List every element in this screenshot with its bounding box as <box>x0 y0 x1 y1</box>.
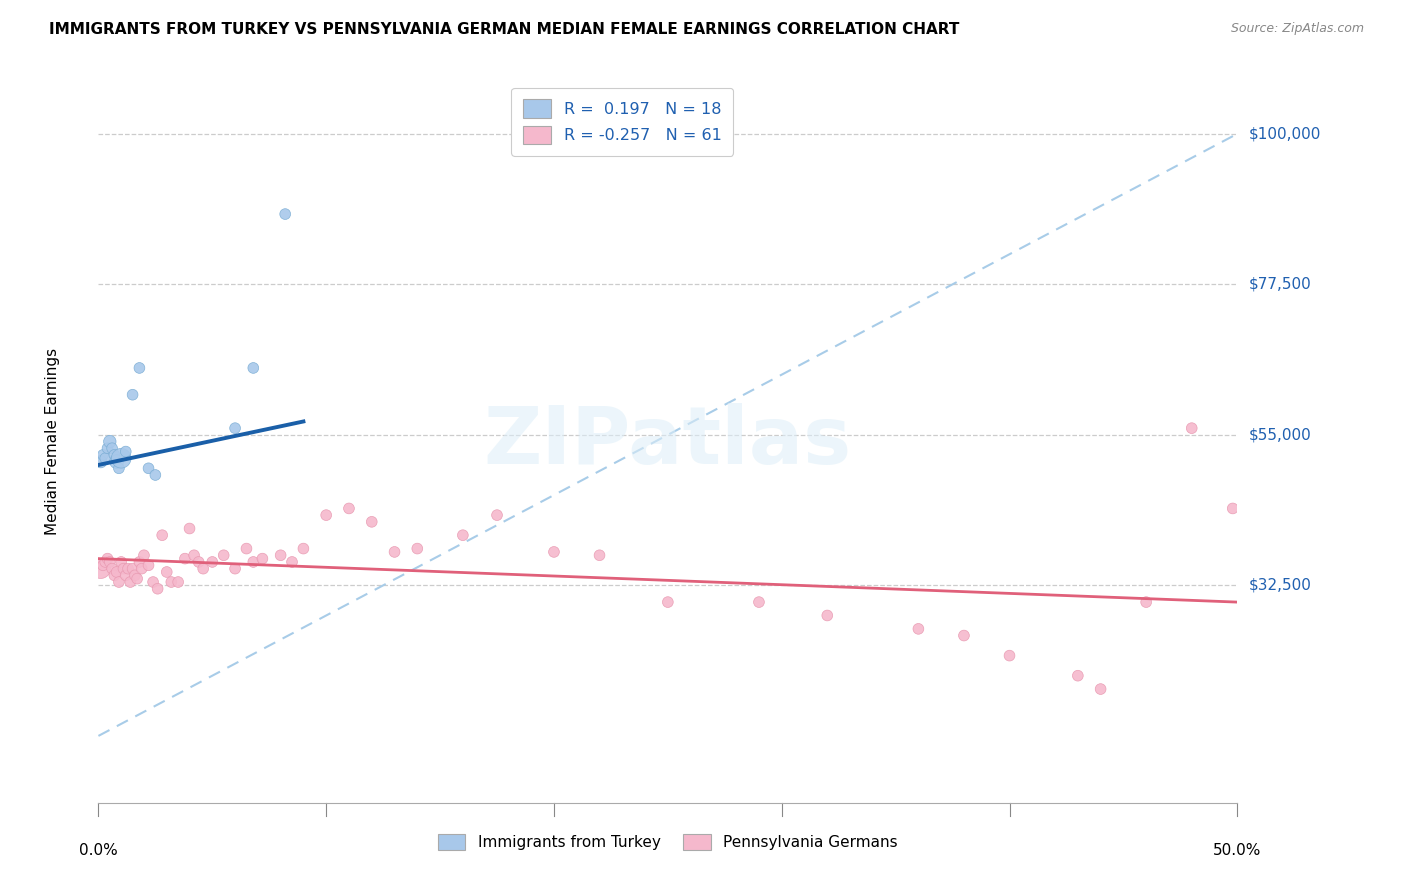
Point <box>105 565 128 579</box>
Point <box>588 548 610 563</box>
Point <box>96 551 118 566</box>
Point <box>179 521 201 535</box>
Point <box>486 508 509 523</box>
Point <box>183 548 205 563</box>
Point <box>128 555 150 569</box>
Point <box>98 555 121 569</box>
Point <box>1135 595 1157 609</box>
Point <box>167 575 190 590</box>
Point <box>105 454 128 469</box>
Point <box>138 558 160 573</box>
Point <box>174 551 197 566</box>
Point <box>156 565 179 579</box>
Point <box>127 572 149 586</box>
Point <box>142 575 165 590</box>
Point <box>657 595 679 609</box>
Point <box>1222 501 1244 516</box>
Point <box>1181 421 1204 435</box>
Point <box>90 454 112 469</box>
Point <box>94 555 117 569</box>
Point <box>101 562 124 576</box>
Point <box>907 622 929 636</box>
Point <box>96 441 118 455</box>
Point <box>998 648 1021 663</box>
Point <box>103 568 125 582</box>
Point <box>292 541 315 556</box>
Point <box>543 545 565 559</box>
Point <box>242 555 264 569</box>
Text: $77,500: $77,500 <box>1249 277 1312 292</box>
Point <box>1090 681 1112 696</box>
Point <box>117 562 139 576</box>
Point <box>212 548 235 563</box>
Point <box>90 562 112 576</box>
Point <box>406 541 429 556</box>
Point <box>121 387 143 401</box>
Point <box>108 461 131 475</box>
Text: IMMIGRANTS FROM TURKEY VS PENNSYLVANIA GERMAN MEDIAN FEMALE EARNINGS CORRELATION: IMMIGRANTS FROM TURKEY VS PENNSYLVANIA G… <box>49 22 959 37</box>
Point <box>360 515 382 529</box>
Point <box>101 441 124 455</box>
Point <box>187 555 209 569</box>
Point <box>224 421 246 435</box>
Point <box>94 451 117 466</box>
Point <box>337 501 360 516</box>
Point <box>131 562 153 576</box>
Text: $100,000: $100,000 <box>1249 127 1322 141</box>
Point <box>98 434 121 449</box>
Point <box>114 568 136 582</box>
Point <box>160 575 183 590</box>
Point <box>451 528 474 542</box>
Point <box>146 582 169 596</box>
Point <box>103 448 125 462</box>
Point <box>748 595 770 609</box>
Point <box>815 608 838 623</box>
Point <box>384 545 406 559</box>
Point <box>281 555 304 569</box>
Point <box>91 448 114 462</box>
Point <box>110 555 132 569</box>
Point <box>150 528 173 542</box>
Point <box>201 555 224 569</box>
Point <box>91 558 114 573</box>
Point <box>270 548 292 563</box>
Text: Median Female Earnings: Median Female Earnings <box>45 348 60 535</box>
Point <box>235 541 257 556</box>
Text: $32,500: $32,500 <box>1249 578 1312 593</box>
Point <box>112 562 135 576</box>
Text: 50.0%: 50.0% <box>1213 843 1261 858</box>
Point <box>193 562 215 576</box>
Text: $55,000: $55,000 <box>1249 427 1312 442</box>
Point <box>124 568 146 582</box>
Point <box>315 508 337 523</box>
Point <box>242 361 264 376</box>
Point <box>114 444 136 458</box>
Point <box>108 575 131 590</box>
Point <box>145 467 167 482</box>
Point <box>110 451 132 466</box>
Point <box>121 562 143 576</box>
Point <box>953 628 976 642</box>
Point <box>128 361 150 376</box>
Text: 0.0%: 0.0% <box>79 843 118 858</box>
Legend: Immigrants from Turkey, Pennsylvania Germans: Immigrants from Turkey, Pennsylvania Ger… <box>432 829 904 856</box>
Text: Source: ZipAtlas.com: Source: ZipAtlas.com <box>1230 22 1364 36</box>
Point <box>120 575 142 590</box>
Point <box>138 461 160 475</box>
Text: ZIPatlas: ZIPatlas <box>484 402 852 481</box>
Point <box>224 562 246 576</box>
Point <box>274 207 297 221</box>
Point <box>132 548 155 563</box>
Point <box>252 551 274 566</box>
Point <box>1067 669 1090 683</box>
